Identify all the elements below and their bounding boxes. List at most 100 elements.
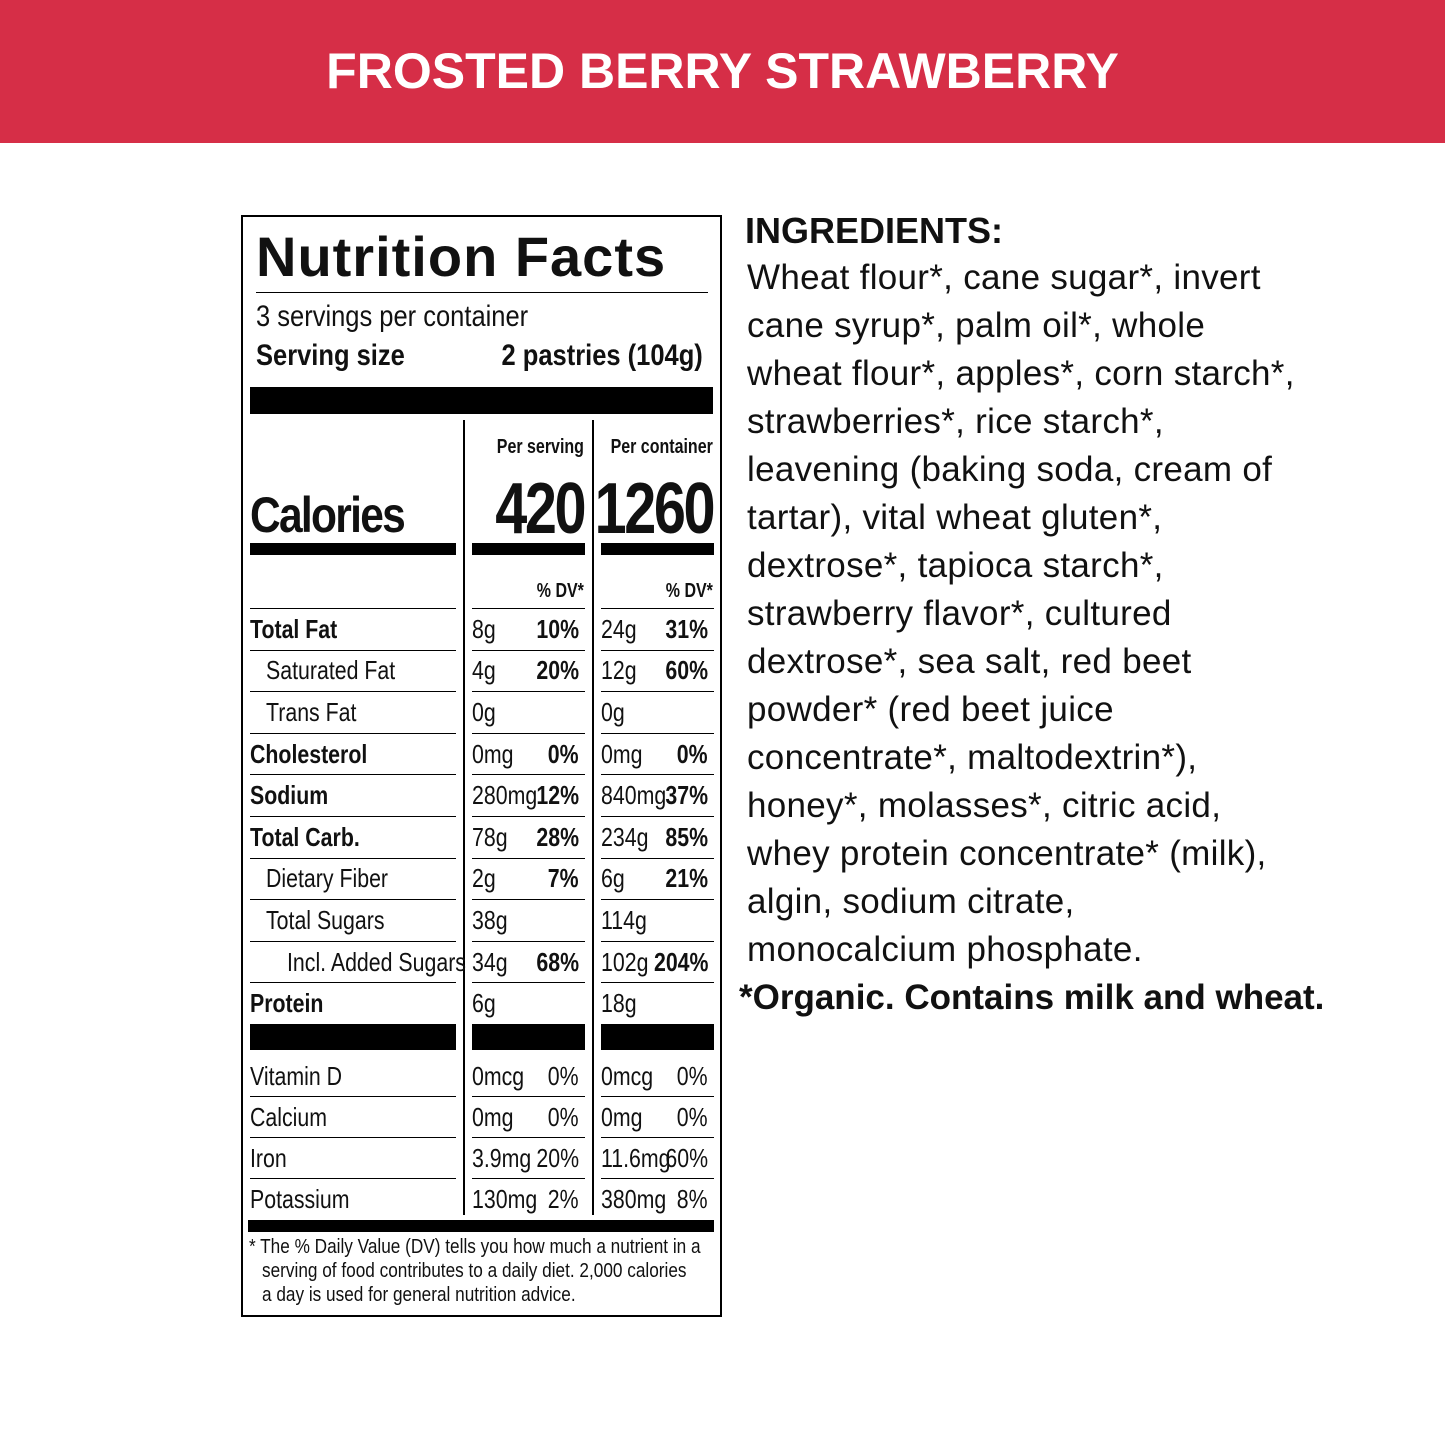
daily-value: 21% bbox=[665, 863, 708, 894]
amount: 0mcg bbox=[472, 1060, 525, 1091]
amount: 12g bbox=[601, 655, 637, 686]
daily-value: 10% bbox=[536, 613, 579, 644]
calories-label: Calories bbox=[250, 487, 406, 543]
footnote: a day is used for general nutrition advi… bbox=[262, 1284, 576, 1306]
rule bbox=[250, 608, 456, 609]
per-serving-label: Per serving bbox=[496, 436, 584, 458]
rule bbox=[250, 816, 456, 817]
ingredients-line: strawberries*, rice starch*, bbox=[747, 402, 1164, 441]
amount: 78g bbox=[472, 821, 508, 852]
nutrient-name: Total Fat bbox=[250, 613, 338, 644]
daily-value: 0% bbox=[677, 1060, 708, 1091]
rule bbox=[601, 732, 714, 734]
amount: 114g bbox=[601, 905, 647, 935]
rule bbox=[250, 857, 456, 859]
rule bbox=[601, 982, 714, 984]
rule bbox=[601, 649, 714, 651]
rule bbox=[601, 1096, 714, 1097]
footnote: * The % Daily Value (DV) tells you how m… bbox=[249, 1236, 701, 1258]
rule bbox=[601, 1178, 714, 1179]
amount: 0g bbox=[472, 697, 496, 727]
daily-value: 0% bbox=[548, 1060, 579, 1091]
rule bbox=[472, 608, 585, 609]
thick-bar bbox=[601, 1024, 714, 1050]
rule bbox=[472, 982, 585, 984]
rule bbox=[250, 1178, 456, 1179]
nutrient-name: Sodium bbox=[250, 780, 329, 811]
amount: 38g bbox=[472, 905, 508, 935]
daily-value: 60% bbox=[665, 1142, 708, 1173]
ingredients-line: powder* (red beet juice bbox=[747, 690, 1114, 729]
rule bbox=[601, 608, 714, 609]
amount: 102g bbox=[601, 946, 649, 977]
daily-value: 0% bbox=[677, 1101, 708, 1132]
ingredients-line: dextrose*, sea salt, red beet bbox=[747, 642, 1192, 681]
nutrient-name: Total Carb. bbox=[250, 821, 360, 852]
header-bar bbox=[0, 0, 1445, 143]
thick-bar bbox=[472, 543, 585, 555]
daily-value: 0% bbox=[548, 738, 579, 769]
calories-container: 1260 bbox=[594, 469, 715, 549]
ingredients-note: *Organic. Contains milk and wheat. bbox=[739, 978, 1325, 1017]
rule bbox=[250, 774, 456, 776]
ingredients-line: strawberry flavor*, cultured bbox=[747, 594, 1172, 633]
ingredients-line: monocalcium phosphate. bbox=[747, 930, 1143, 969]
thick-bar bbox=[601, 543, 714, 555]
rule bbox=[601, 857, 714, 859]
nutrition-title: Nutrition Facts bbox=[256, 225, 667, 288]
thick-bar bbox=[250, 1024, 456, 1050]
servings: 3 servings per container bbox=[256, 300, 529, 333]
amount: 34g bbox=[472, 946, 508, 977]
daily-value: 85% bbox=[665, 821, 708, 852]
nutrient-name: Incl. Added Sugars bbox=[287, 946, 466, 977]
rule bbox=[601, 1137, 714, 1138]
daily-value: 12% bbox=[536, 780, 579, 811]
daily-value: 20% bbox=[536, 655, 579, 686]
rule bbox=[472, 816, 585, 817]
ingredients-line: wheat flour*, apples*, corn starch*, bbox=[747, 354, 1295, 393]
amount: 3.9mg bbox=[472, 1142, 532, 1173]
rule bbox=[250, 1096, 456, 1097]
daily-value: 204% bbox=[653, 946, 708, 977]
rule bbox=[250, 691, 456, 693]
nutrient-name: Cholesterol bbox=[250, 738, 368, 769]
rule bbox=[601, 774, 714, 776]
thick-bar bbox=[472, 1024, 585, 1050]
ingredients-line: leavening (baking soda, cream of bbox=[747, 450, 1273, 489]
footnote: serving of food contributes to a daily d… bbox=[262, 1260, 687, 1282]
nutrient-name: Calcium bbox=[250, 1101, 328, 1132]
daily-value: 31% bbox=[665, 613, 708, 644]
ingredients-line: cane syrup*, palm oil*, whole bbox=[747, 306, 1206, 345]
nutrient-name: Saturated Fat bbox=[266, 655, 396, 686]
daily-value: 8% bbox=[677, 1183, 708, 1214]
amount: 0mg bbox=[472, 1101, 514, 1132]
ingredients-line: Wheat flour*, cane sugar*, invert bbox=[747, 258, 1261, 297]
nutrient-name: Protein bbox=[250, 988, 324, 1019]
amount: 280mg bbox=[472, 780, 538, 811]
amount: 4g bbox=[472, 655, 496, 686]
rule bbox=[250, 982, 456, 984]
rule bbox=[250, 940, 456, 942]
serving-size: 2 pastries (104g) bbox=[501, 339, 703, 372]
amount: 0mg bbox=[601, 1101, 643, 1132]
dv-label: % DV* bbox=[536, 580, 584, 602]
amount: 0g bbox=[601, 697, 625, 727]
calories-serving: 420 bbox=[495, 469, 586, 549]
nutrient-name: Total Sugars bbox=[266, 905, 385, 935]
amount: 2g bbox=[472, 863, 496, 894]
amount: 24g bbox=[601, 613, 637, 644]
amount: 11.6mg bbox=[601, 1142, 671, 1173]
rule bbox=[601, 691, 714, 693]
amount: 0mcg bbox=[601, 1060, 654, 1091]
amount: 8g bbox=[472, 613, 496, 644]
rule bbox=[472, 774, 585, 776]
nutrient-name: Vitamin D bbox=[250, 1060, 343, 1091]
ingredients-line: dextrose*, tapioca starch*, bbox=[747, 546, 1164, 585]
daily-value: 28% bbox=[536, 821, 579, 852]
daily-value: 37% bbox=[665, 780, 708, 811]
thick-bar bbox=[250, 387, 713, 414]
amount: 234g bbox=[601, 821, 649, 852]
per-container-label: Per container bbox=[610, 436, 713, 458]
daily-value: 68% bbox=[536, 946, 579, 977]
amount: 0mg bbox=[601, 738, 643, 769]
